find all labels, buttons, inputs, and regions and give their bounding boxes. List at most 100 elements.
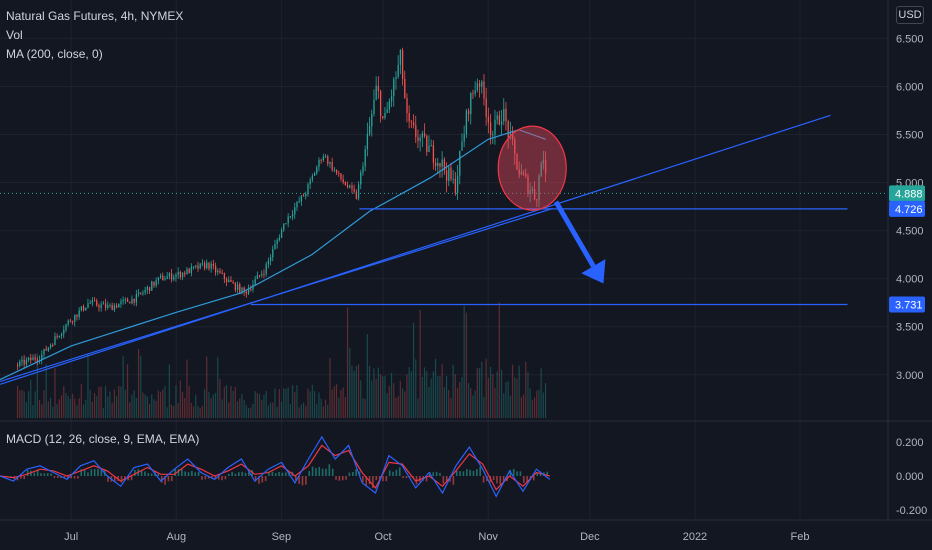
candle-body	[87, 303, 89, 308]
candle-body	[386, 109, 388, 114]
candle-body	[494, 119, 496, 135]
candle-body	[544, 159, 547, 174]
candle-body	[197, 265, 199, 269]
candle-body	[410, 121, 413, 123]
candle-body	[80, 306, 83, 311]
volume-bar	[527, 371, 529, 418]
volume-bar	[30, 379, 32, 418]
candle-body	[148, 287, 151, 291]
candle-body	[344, 182, 347, 186]
volume-bar	[144, 394, 146, 418]
volume-bar	[373, 368, 375, 418]
candle-body	[124, 299, 127, 301]
volume-bar	[316, 403, 318, 418]
macd-histogram-bar	[318, 467, 321, 476]
volume-bar	[232, 390, 234, 418]
candle-body	[69, 320, 72, 322]
volume-bar	[294, 392, 296, 418]
volume-bar	[96, 396, 98, 418]
macd-histogram-bar	[258, 476, 260, 484]
volume-bar	[335, 384, 338, 418]
volume-bar	[230, 386, 232, 418]
candle-body	[177, 271, 179, 275]
macd-tick-label: 0.000	[896, 471, 924, 483]
volume-bar	[89, 389, 91, 418]
candle-body	[340, 173, 342, 180]
volume-bar	[340, 389, 342, 418]
volume-bar	[472, 395, 474, 418]
volume-bar	[63, 386, 65, 418]
volume-bar	[344, 396, 346, 418]
candle-body	[192, 266, 195, 268]
volume-bar	[67, 395, 69, 418]
volume-bar	[236, 401, 239, 418]
candle-body	[388, 101, 391, 110]
candle-body	[305, 194, 307, 196]
volume-bar	[364, 399, 366, 418]
candle-body	[316, 167, 318, 174]
volume-bar	[390, 372, 393, 418]
candle-body	[412, 122, 415, 126]
volume-bar	[437, 376, 439, 418]
candle-body	[342, 179, 344, 183]
macd-histogram-bar	[308, 470, 311, 476]
candle-body	[25, 359, 28, 365]
macd-histogram-bar	[56, 476, 59, 478]
volume-bar	[441, 363, 443, 418]
candle-body	[91, 300, 94, 303]
candle-body	[118, 303, 120, 308]
volume-bar	[379, 374, 382, 418]
candle-body	[289, 216, 292, 218]
candle-body	[533, 189, 536, 200]
volume-bar	[272, 402, 274, 418]
candle-body	[437, 162, 439, 166]
candle-body	[364, 149, 366, 167]
candle-body	[195, 265, 197, 267]
candle-body	[265, 264, 267, 275]
candle-body	[366, 133, 369, 150]
candle-body	[507, 121, 509, 138]
candle-body	[146, 287, 149, 290]
candle-body	[225, 278, 228, 282]
volume-bar	[456, 387, 459, 418]
macd-histogram-bar	[93, 469, 96, 476]
candle-body	[179, 271, 182, 278]
volume-bar	[371, 380, 373, 418]
volume-bar	[223, 386, 225, 418]
candle-body	[221, 272, 223, 274]
currency-button[interactable]: USD	[896, 6, 924, 24]
candle-body	[296, 201, 298, 208]
volume-bar	[34, 391, 36, 418]
macd-histogram-bar	[405, 476, 408, 479]
volume-bar	[241, 394, 243, 418]
candle-body	[309, 179, 311, 185]
volume-bar	[481, 361, 483, 418]
volume-bar	[544, 383, 547, 418]
candle-body	[362, 166, 364, 173]
candle-body	[476, 83, 479, 91]
candle-body	[74, 314, 76, 322]
candle-body	[243, 287, 245, 292]
volume-bar	[118, 385, 120, 418]
candle-body	[67, 320, 69, 325]
candle-body	[441, 159, 443, 167]
volume-bar	[514, 377, 516, 418]
volume-bar	[426, 371, 428, 418]
time-tick-label: Oct	[375, 531, 392, 543]
volume-bar	[113, 389, 115, 418]
macd-histogram-bar	[107, 476, 109, 482]
volume-bar	[188, 385, 190, 418]
macd-histogram-bar	[331, 468, 334, 476]
macd-histogram-bar	[439, 473, 441, 476]
candle-body	[210, 263, 212, 269]
macd-histogram-bar	[271, 471, 274, 476]
candle-body	[478, 83, 481, 87]
candle-body	[399, 50, 402, 65]
volume-bar	[448, 389, 450, 418]
macd-histogram-bar	[227, 473, 230, 476]
volume-bar	[492, 374, 494, 418]
candle-body	[505, 108, 507, 122]
candle-body	[190, 266, 193, 274]
